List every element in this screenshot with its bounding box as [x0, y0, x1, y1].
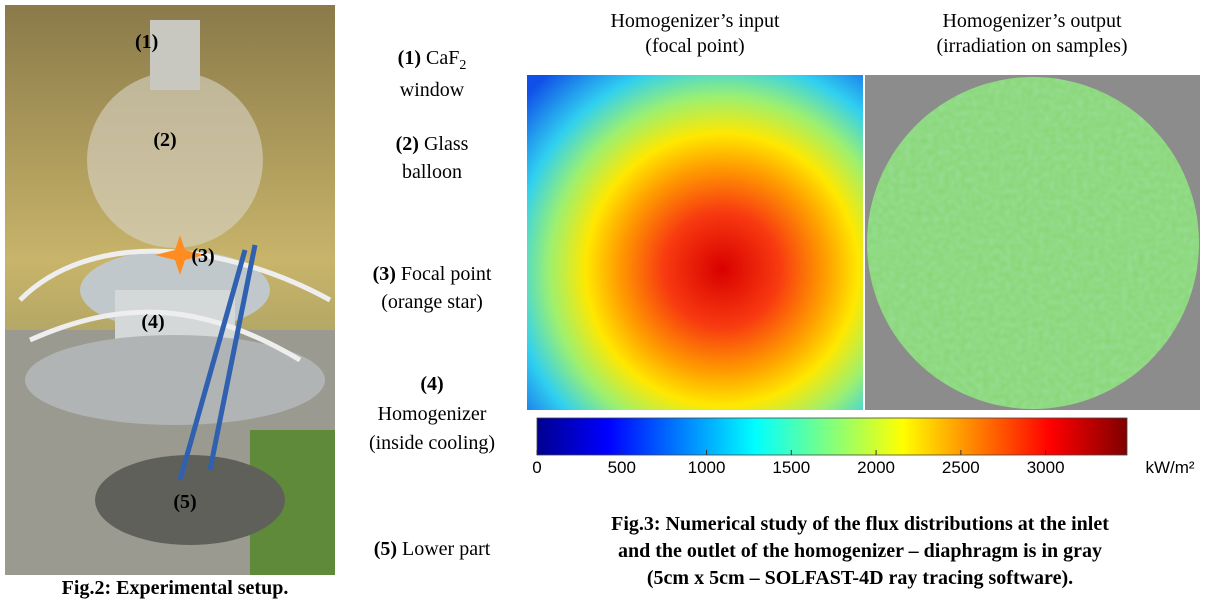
map-title: Homogenizer’s input	[610, 10, 779, 32]
colorbar	[536, 417, 1128, 456]
colorbar-tick-label: 2000	[857, 458, 895, 477]
part-number: (1)	[398, 47, 421, 69]
photo-label: (3)	[191, 245, 214, 267]
input-heatmap	[527, 75, 863, 410]
part-label: (orange star)	[381, 291, 483, 313]
part-label: (3) Focal point	[373, 263, 492, 285]
map-title: Homogenizer’s output	[942, 10, 1121, 32]
photo-label: (4)	[141, 311, 164, 333]
part-number: (3)	[373, 263, 396, 285]
colorbar-unit: kW/m²	[1145, 458, 1194, 477]
part-label: window	[400, 79, 465, 101]
colorbar-tick-label: 2500	[942, 458, 980, 477]
part-label: Homogenizer	[378, 403, 487, 425]
part-label: (1) CaF2	[398, 47, 467, 73]
photo	[5, 5, 335, 575]
caption: Fig.2: Experimental setup.	[62, 577, 289, 599]
part-label: (5) Lower part	[374, 538, 491, 560]
part-number: (2)	[396, 133, 419, 155]
part-text: Focal point	[401, 263, 492, 285]
part-sub: 2	[459, 58, 466, 73]
part-number: (4)	[420, 373, 443, 395]
caption: Fig.3: Numerical study of the flux distr…	[611, 513, 1109, 535]
photo-label: (2)	[153, 129, 176, 151]
part-label: balloon	[402, 161, 462, 183]
photo-label: (1)	[135, 31, 158, 53]
part-text: CaF	[426, 47, 459, 69]
part-number: (5)	[374, 538, 397, 560]
colorbar-tick-label: 1500	[772, 458, 810, 477]
part-text: Glass	[424, 133, 469, 155]
caption: (5cm x 5cm – SOLFAST-4D ray tracing soft…	[647, 567, 1073, 589]
photo-label: (5)	[173, 491, 196, 513]
colorbar-tick-label: 0	[532, 458, 541, 477]
part-label: (2) Glass	[396, 133, 469, 155]
part-label: (inside cooling)	[369, 432, 495, 454]
map-title: (focal point)	[645, 35, 744, 57]
output-disk	[867, 77, 1199, 409]
map-title: (irradiation on samples)	[936, 35, 1127, 57]
part-text: Lower part	[402, 538, 491, 560]
colorbar-tick-label: 500	[608, 458, 636, 477]
caption: and the outlet of the homogenizer – diap…	[618, 540, 1102, 562]
colorbar-tick-label: 1000	[688, 458, 726, 477]
colorbar-tick-label: 3000	[1027, 458, 1065, 477]
